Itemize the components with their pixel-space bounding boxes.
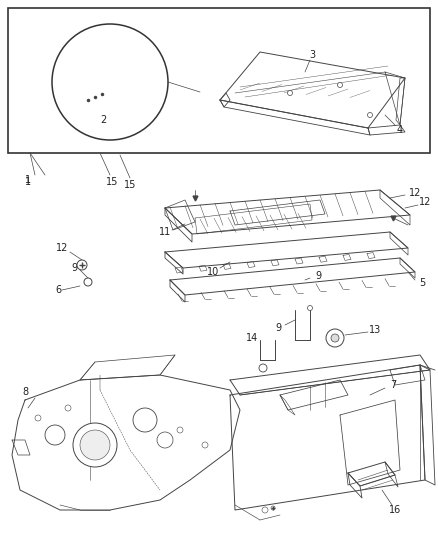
Circle shape — [338, 83, 343, 87]
Circle shape — [52, 24, 168, 140]
Text: 7: 7 — [390, 380, 396, 390]
Text: 14: 14 — [246, 333, 258, 343]
Text: 4: 4 — [397, 125, 403, 135]
Circle shape — [65, 405, 71, 411]
Text: 16: 16 — [389, 505, 401, 515]
Circle shape — [202, 442, 208, 448]
Text: 15: 15 — [124, 180, 136, 190]
Circle shape — [45, 425, 65, 445]
Text: 2: 2 — [100, 115, 106, 125]
Text: 6: 6 — [55, 285, 61, 295]
Circle shape — [157, 432, 173, 448]
Text: 12: 12 — [409, 188, 421, 198]
Circle shape — [35, 415, 41, 421]
Circle shape — [84, 278, 92, 286]
Circle shape — [287, 91, 293, 95]
Circle shape — [331, 334, 339, 342]
Text: 12: 12 — [56, 243, 68, 253]
Circle shape — [177, 427, 183, 433]
Text: 9: 9 — [315, 271, 321, 281]
Circle shape — [326, 329, 344, 347]
Circle shape — [80, 430, 110, 460]
Circle shape — [262, 507, 268, 513]
Text: 13: 13 — [369, 325, 381, 335]
Circle shape — [133, 408, 157, 432]
Text: 11: 11 — [159, 227, 171, 237]
Circle shape — [271, 506, 275, 510]
Circle shape — [73, 423, 117, 467]
Circle shape — [367, 112, 372, 117]
Bar — [8, 8, 430, 153]
Circle shape — [259, 364, 267, 372]
Text: 1: 1 — [25, 175, 31, 185]
Text: 1: 1 — [25, 177, 31, 187]
Circle shape — [307, 305, 312, 311]
Text: 9: 9 — [71, 263, 77, 273]
Text: 3: 3 — [309, 50, 315, 60]
Text: 15: 15 — [106, 177, 118, 187]
Text: 8: 8 — [22, 387, 28, 397]
Text: 5: 5 — [419, 278, 425, 288]
Text: 10: 10 — [207, 267, 219, 277]
Circle shape — [77, 260, 87, 270]
Text: 12: 12 — [419, 197, 431, 207]
Text: 9: 9 — [275, 323, 281, 333]
